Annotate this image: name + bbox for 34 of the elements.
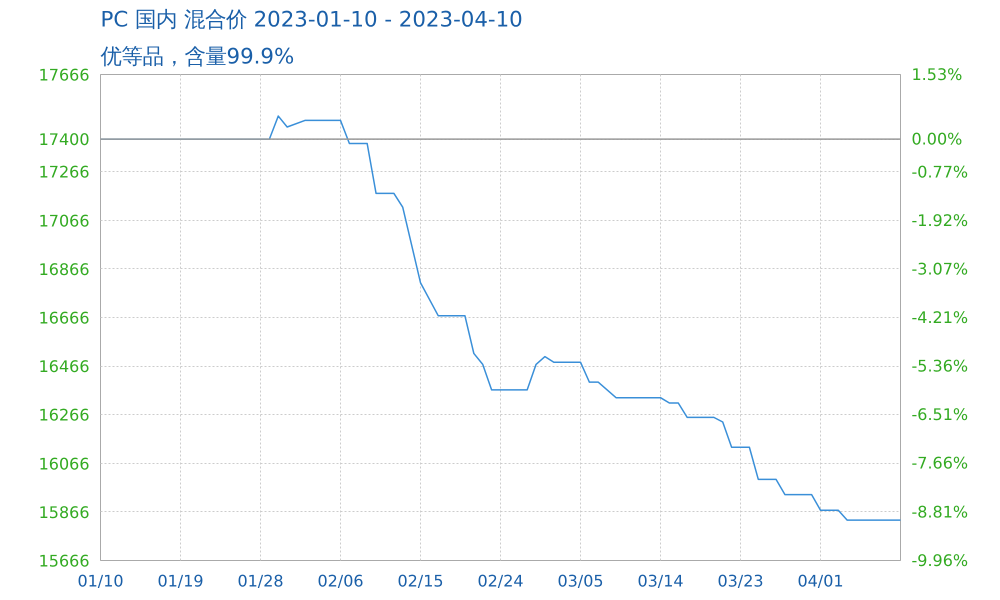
y2-tick-label: -9.96% [912,551,968,570]
y-tick-label: 17666 [38,66,90,84]
y2-tick-label: 0.00% [912,130,962,149]
y-tick-label: 17400 [38,130,90,150]
y2-tick-label: -6.51% [912,405,968,424]
y-tick-label: 16266 [38,406,90,425]
x-tick-label: 01/28 [237,572,284,590]
y-tick-label: 17266 [38,162,90,182]
y-tick-label: 16066 [38,454,90,474]
y2-tick-label: -1.92% [912,210,968,230]
y-tick-label: 15666 [38,552,90,570]
x-tick-label: 01/10 [77,572,124,590]
y2-tick-label: -4.21% [912,308,968,327]
chart-subtitle: 优等品，含量99.9% [100,44,294,70]
x-tick-label: 02/06 [317,572,364,590]
y2-tick-label: -5.36% [912,356,968,376]
x-tick-label: 01/19 [157,572,204,590]
y2-tick-label: 1.53% [912,65,962,84]
y-tick-label: 16866 [38,260,90,279]
x-tick-label: 04/01 [797,572,844,590]
y-tick-label: 16666 [38,308,90,328]
chart-title: PC 国内 混合价 2023-01-10 - 2023-04-10 [100,8,523,32]
x-tick-label: 02/15 [397,572,444,590]
y-tick-label: 17066 [38,211,90,230]
y2-tick-label: -3.07% [912,260,968,279]
x-tick-label: 03/23 [717,572,764,590]
y2-tick-label: -7.66% [912,454,968,473]
x-tick-label: 03/05 [557,572,604,590]
x-tick-label: 02/24 [477,572,524,590]
y2-tick-label: -0.77% [912,162,968,182]
y-tick-label: 15866 [38,502,90,522]
x-tick-label: 03/14 [637,572,684,590]
y2-tick-label: -8.81% [912,502,968,522]
y-tick-label: 16466 [38,357,90,376]
